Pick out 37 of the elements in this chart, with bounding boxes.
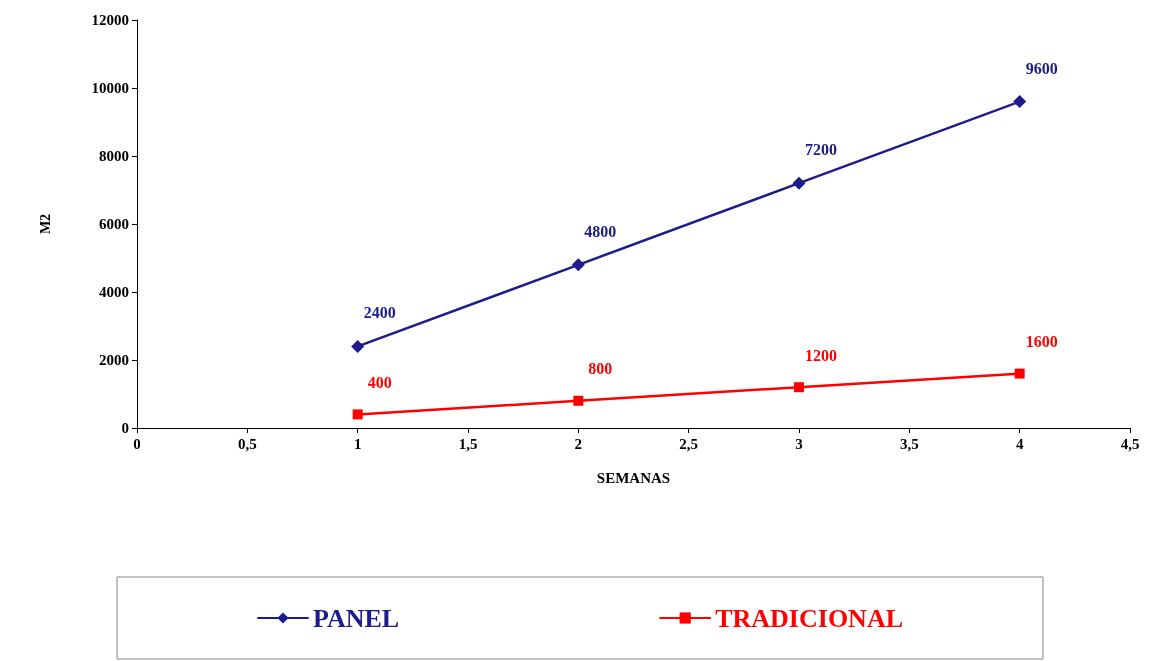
- legend-label: PANEL: [313, 603, 400, 633]
- point: [573, 395, 584, 406]
- point: [571, 258, 585, 272]
- point: [1013, 95, 1027, 109]
- x-tick-label: 1,5: [458, 435, 478, 452]
- point: [352, 409, 363, 420]
- data-label: 800: [588, 360, 613, 378]
- data-label: 4800: [584, 222, 617, 240]
- y-tick-label: 8000: [99, 148, 129, 164]
- x-tick-label: 3: [795, 435, 803, 452]
- point: [794, 382, 804, 393]
- y-tick-label: 12000: [91, 12, 129, 28]
- legend-label: TRADICIONAL: [715, 603, 904, 633]
- y-tick-label: 6000: [99, 216, 129, 232]
- x-tick-label: 3,5: [899, 435, 919, 452]
- point: [1014, 368, 1025, 379]
- data-label: 2400: [363, 304, 396, 322]
- y-tick-label: 0: [121, 420, 129, 436]
- data-label: 1600: [1025, 333, 1058, 351]
- x-tick-label: 0,5: [237, 435, 257, 452]
- x-tick-label: 2: [574, 435, 583, 452]
- data-label: 7200: [805, 141, 837, 159]
- x-tick-label: 0: [133, 435, 141, 452]
- data-label: 9600: [1025, 59, 1058, 77]
- x-tick-label: 4: [1015, 435, 1024, 452]
- x-tick-label: 2,5: [679, 435, 699, 452]
- x-axis-title: SEMANAS: [596, 469, 671, 486]
- data-label: 400: [367, 373, 392, 391]
- x-tick-label: 4,5: [1120, 435, 1140, 452]
- y-tick-label: 4000: [99, 284, 129, 300]
- y-tick-label: 2000: [99, 352, 129, 368]
- x-tick-label: 1: [353, 435, 362, 452]
- data-label: 1200: [805, 346, 837, 364]
- y-axis-title: M2: [37, 213, 53, 235]
- point: [351, 339, 365, 353]
- point: [792, 176, 806, 190]
- y-tick-label: 10000: [91, 80, 129, 96]
